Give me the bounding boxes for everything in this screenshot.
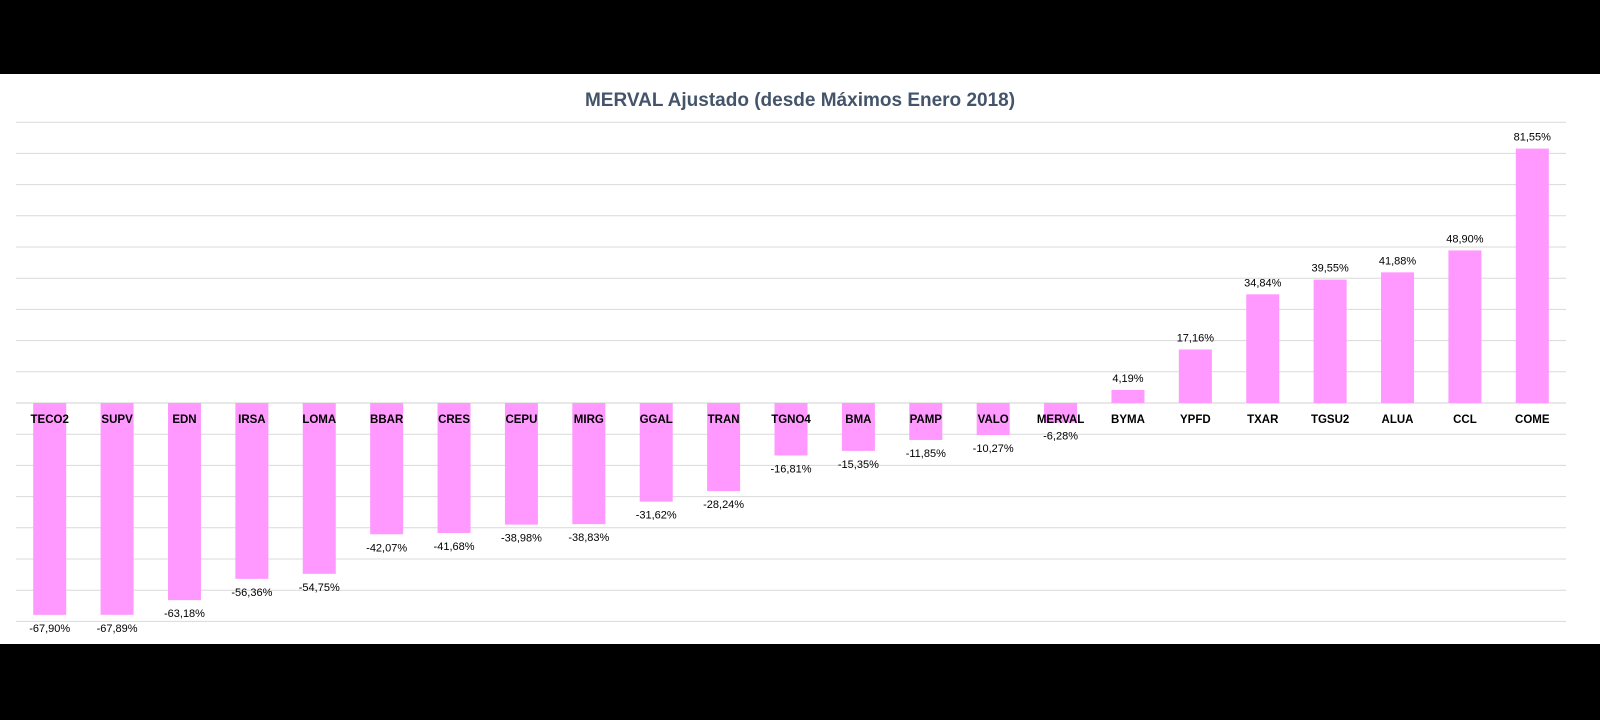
data-label: -28,24% xyxy=(703,499,744,511)
category-label: GGAL xyxy=(640,414,673,426)
category-label: CEPU xyxy=(505,414,537,426)
bar-come xyxy=(1515,148,1549,403)
data-label: -38,83% xyxy=(568,532,609,544)
data-label: 39,55% xyxy=(1311,263,1349,275)
bar-byma xyxy=(1111,389,1145,403)
category-label: SUPV xyxy=(101,414,133,426)
bar-bbar xyxy=(370,403,404,535)
bar-alua xyxy=(1381,272,1415,403)
category-label: CRES xyxy=(438,414,470,426)
bar-tgsu2 xyxy=(1313,279,1347,403)
bar-tgno4 xyxy=(774,403,808,456)
data-label: -10,27% xyxy=(973,443,1014,455)
data-label: -15,35% xyxy=(838,459,879,471)
category-label: TXAR xyxy=(1247,414,1279,426)
category-label: CCL xyxy=(1453,414,1477,426)
data-label: 41,88% xyxy=(1379,255,1417,267)
bar-ccl xyxy=(1448,250,1482,403)
data-label: -11,85% xyxy=(906,448,946,460)
data-label: -67,89% xyxy=(97,623,138,635)
bar-txar xyxy=(1246,294,1280,403)
category-label: TRAN xyxy=(708,414,740,426)
data-label: 4,19% xyxy=(1112,373,1143,385)
category-labels: TECO2 SUPV EDN IRSA LOMA BBAR CRES CEPU MIRG GGAL… xyxy=(31,414,1550,426)
category-label: BYMA xyxy=(1111,414,1145,426)
category-label: MERVAL xyxy=(1037,414,1085,426)
bar-ypfd xyxy=(1178,349,1212,403)
category-label: TGNO4 xyxy=(771,414,811,426)
category-label: IRSA xyxy=(238,414,265,426)
data-label: -41,68% xyxy=(434,541,475,553)
data-label: 81,55% xyxy=(1514,132,1552,144)
bar-merval xyxy=(1044,403,1078,423)
bar-edn xyxy=(167,403,201,601)
category-label: PAMP xyxy=(910,414,943,426)
category-label: MIRG xyxy=(574,414,604,426)
chart-title: MERVAL Ajustado (desde Máximos Enero 201… xyxy=(585,90,1015,111)
bar-bma xyxy=(841,403,875,451)
data-label: 17,16% xyxy=(1177,332,1215,344)
bar-loma xyxy=(302,403,336,574)
data-label: 48,90% xyxy=(1446,233,1484,245)
bar-cres xyxy=(437,403,471,534)
category-label: ALUA xyxy=(1382,414,1414,426)
category-label: VALO xyxy=(978,414,1009,426)
data-label: -6,28% xyxy=(1043,431,1078,443)
category-label: BMA xyxy=(845,414,871,426)
category-label: YPFD xyxy=(1180,414,1211,426)
bar-mirg xyxy=(572,403,606,525)
category-label: TGSU2 xyxy=(1311,414,1349,426)
data-label: -31,62% xyxy=(636,510,677,522)
bar-pamp xyxy=(909,403,943,440)
bar-irsa xyxy=(235,403,269,579)
data-label: -56,36% xyxy=(231,587,272,599)
bar-cepu xyxy=(504,403,538,525)
category-label: EDN xyxy=(172,414,196,426)
data-label: 34,84% xyxy=(1244,277,1282,289)
data-label: -16,81% xyxy=(771,463,812,475)
gridlines xyxy=(16,121,1566,622)
data-label: -54,75% xyxy=(299,582,340,594)
bar-valo xyxy=(976,403,1010,436)
category-label: LOMA xyxy=(302,414,336,426)
category-label: COME xyxy=(1515,414,1550,426)
chart-panel: TECO2 SUPV EDN IRSA LOMA BBAR CRES CEPU MIRG GGAL… xyxy=(0,74,1600,644)
bar-chart: TECO2 SUPV EDN IRSA LOMA BBAR CRES CEPU MIRG GGAL… xyxy=(16,90,1566,635)
bars xyxy=(33,148,1549,615)
data-label: -67,90% xyxy=(29,623,70,635)
category-label: BBAR xyxy=(370,414,404,426)
bar-teco2 xyxy=(33,403,67,615)
bar-supv xyxy=(100,403,134,615)
data-label: -63,18% xyxy=(164,608,205,620)
data-label: -42,07% xyxy=(366,542,407,554)
bar-tran xyxy=(707,403,741,492)
data-label: -38,98% xyxy=(501,533,542,545)
category-label: TECO2 xyxy=(31,414,69,426)
bar-ggal xyxy=(639,403,673,502)
data-labels: -67,90% -67,89% -63,18% -56,36% -54,75% -42,0… xyxy=(29,132,1551,635)
